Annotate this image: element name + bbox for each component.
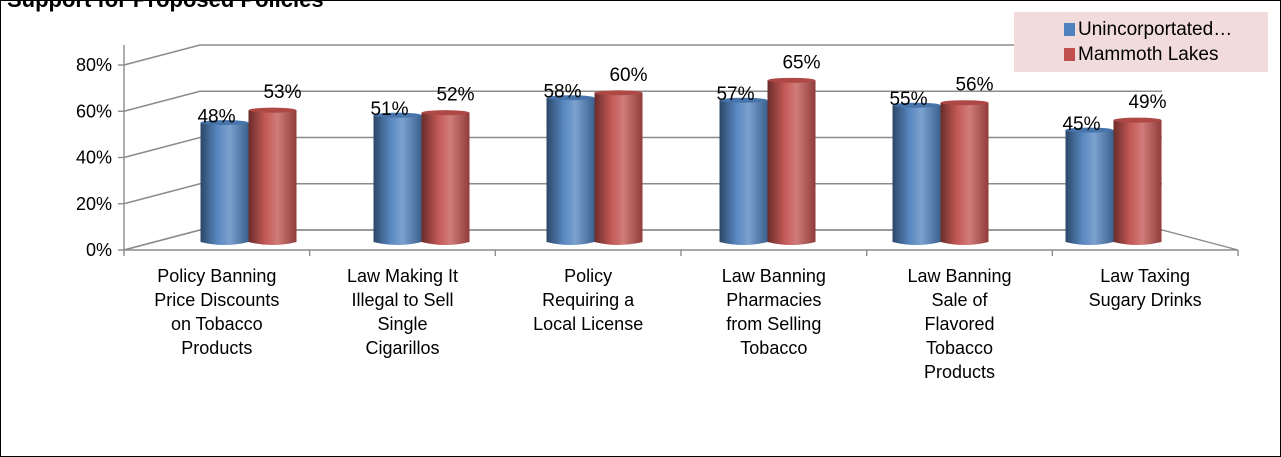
bar-body — [719, 100, 768, 246]
bar — [373, 112, 422, 245]
bar — [940, 100, 989, 245]
data-label: 65% — [782, 52, 820, 73]
legend-label: Unincorportated… — [1078, 19, 1232, 40]
x-tick-label: Policy Banning Price Discounts on Tobacco P… — [154, 266, 279, 358]
bar-top — [421, 110, 470, 116]
data-labels: 48% 53% 51% 52% 58% 60% 57% 65% 55% 56% 45% 49% — [197, 52, 1166, 135]
y-tick-label: 0% — [86, 240, 112, 260]
bar-body — [373, 115, 422, 245]
bar — [892, 102, 941, 245]
legend-box — [1014, 12, 1268, 72]
y-tick-label: 40% — [76, 148, 112, 168]
bar — [421, 110, 470, 246]
bar-body — [1065, 130, 1114, 245]
bar — [1113, 117, 1162, 245]
bar-top — [940, 100, 989, 106]
bar — [719, 97, 768, 246]
bar — [248, 107, 297, 245]
bar-body — [892, 105, 941, 245]
data-label: 56% — [955, 75, 993, 96]
y-tick-label: 20% — [76, 194, 112, 214]
data-label: 53% — [263, 82, 301, 103]
bar-top — [594, 90, 643, 96]
gridline — [123, 44, 1162, 66]
bar-top — [200, 120, 249, 126]
bar-body — [594, 92, 643, 245]
data-label: 58% — [543, 82, 581, 103]
y-tick-label: 60% — [76, 101, 112, 121]
bar-body — [767, 80, 816, 245]
bar-top — [373, 112, 422, 118]
x-tick-label: Law Taxing Sugary Drinks — [1089, 266, 1202, 310]
bar-body — [200, 122, 249, 245]
bars — [200, 77, 1162, 246]
data-label: 52% — [436, 85, 474, 106]
bar — [1065, 127, 1114, 245]
bar-body — [248, 110, 297, 245]
bar-body — [546, 97, 595, 245]
x-tick-label: Law Making It Illegal to Sell Single Cigari… — [347, 266, 458, 358]
y-axis: 0% 20% 40% 60% 80% — [76, 45, 125, 260]
gridline — [123, 90, 1162, 113]
data-label: 45% — [1062, 114, 1100, 135]
y-tick-label: 80% — [76, 55, 112, 75]
data-label: 48% — [197, 107, 235, 128]
bar-body — [940, 102, 989, 245]
bar-top — [248, 107, 297, 113]
gridline — [123, 182, 1162, 205]
bar — [546, 95, 595, 245]
x-axis: Policy Banning Price Discounts on Tobacco P… — [123, 250, 1239, 382]
chart-title: Support for Proposed Policies — [7, 0, 324, 13]
bar-body — [1113, 120, 1162, 245]
data-label: 57% — [716, 84, 754, 105]
bar-top — [767, 77, 816, 83]
x-tick-label: Policy Requiring a Local License — [533, 266, 643, 334]
data-label: 49% — [1128, 92, 1166, 113]
legend: Unincorportated… Mammoth Lakes — [1014, 12, 1268, 72]
x-tick-label: Law Banning Pharmacies from Selling Tobacco — [722, 266, 826, 358]
bar-top — [546, 95, 595, 101]
bar-top — [1065, 127, 1114, 133]
legend-label: Mammoth Lakes — [1078, 44, 1218, 65]
bar-top — [1113, 117, 1162, 123]
legend-swatch — [1064, 48, 1075, 61]
gridline — [123, 136, 1162, 159]
legend-swatch — [1064, 23, 1075, 36]
bar-top — [719, 97, 768, 103]
bar-body — [421, 112, 470, 246]
bar — [200, 120, 249, 245]
data-label: 60% — [609, 65, 647, 86]
bar-top — [892, 102, 941, 108]
data-label: 55% — [889, 89, 927, 110]
bar — [594, 90, 643, 245]
data-label: 51% — [370, 99, 408, 120]
x-tick-label: Law Banning Sale of Flavored Tobacco Product… — [907, 266, 1011, 382]
bar — [767, 77, 816, 245]
